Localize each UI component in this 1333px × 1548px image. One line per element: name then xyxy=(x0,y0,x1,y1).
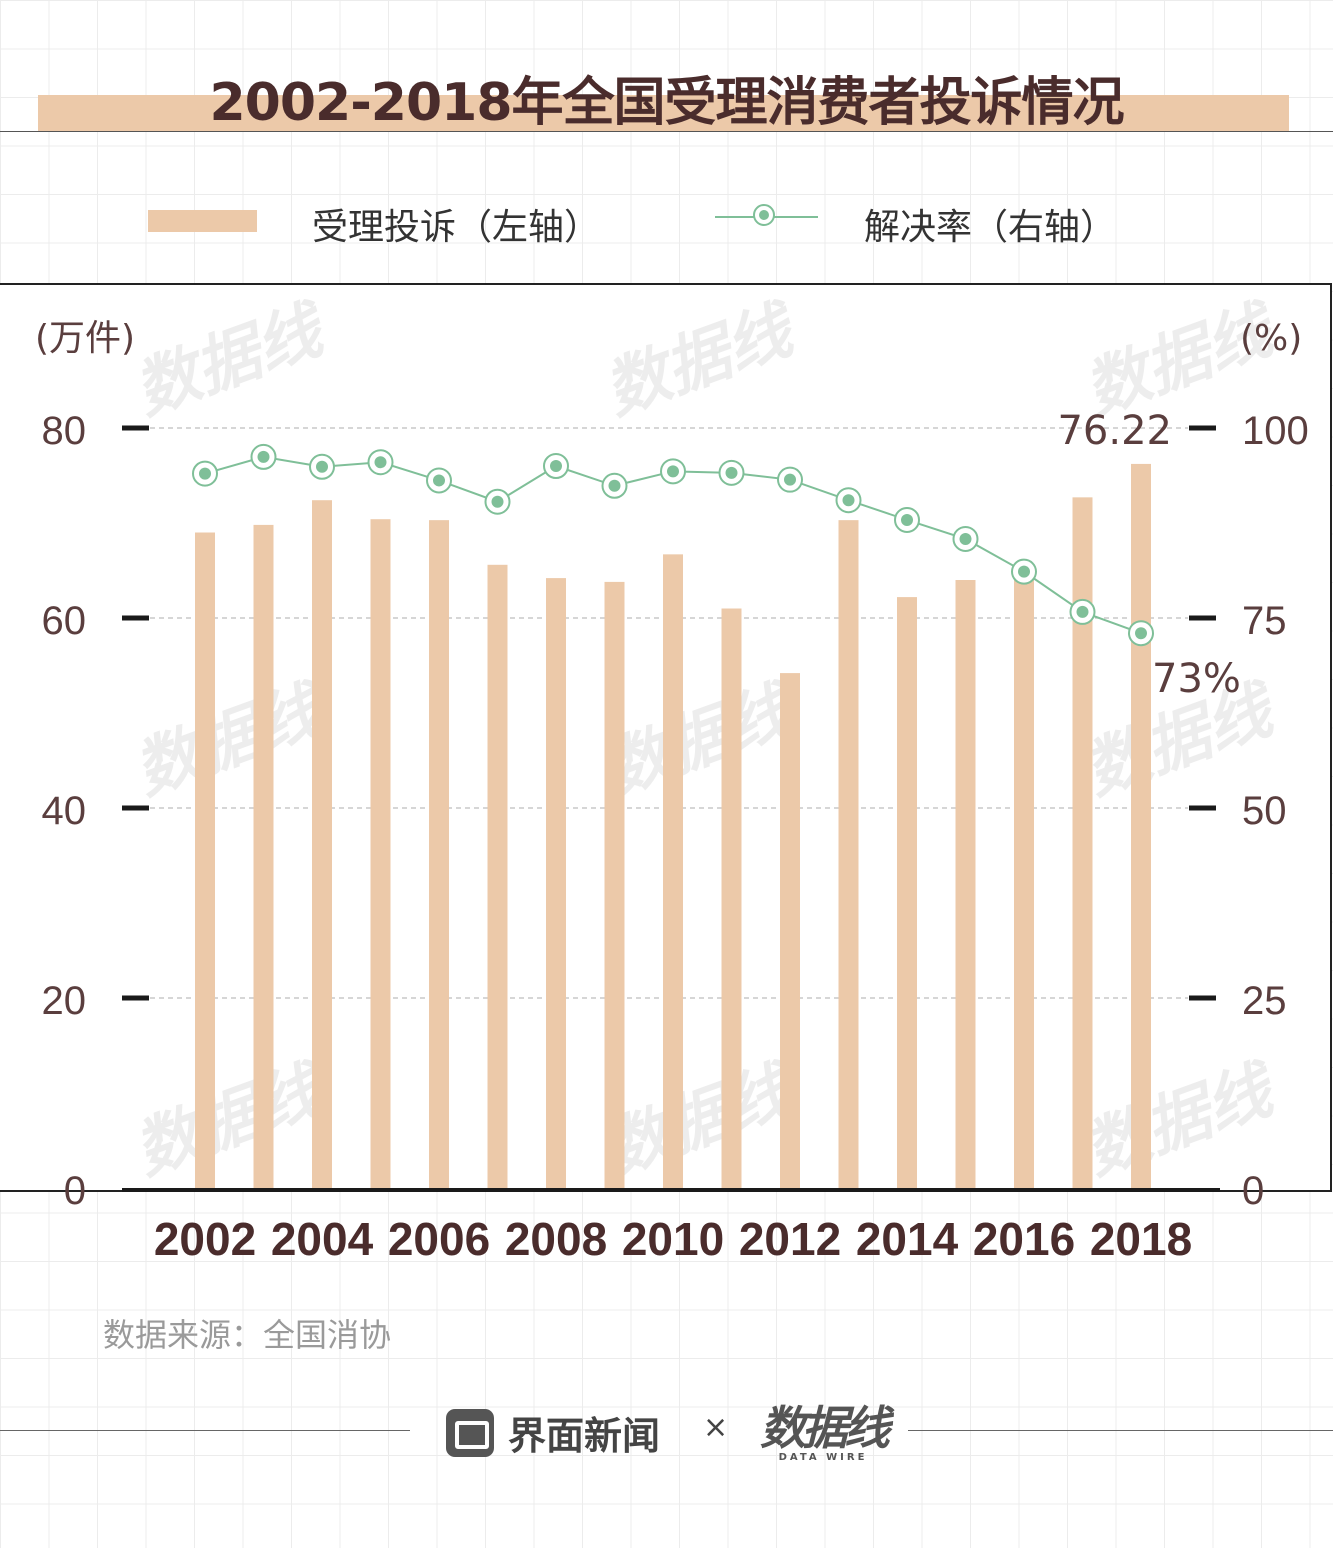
line-point xyxy=(491,495,504,508)
bar xyxy=(195,532,215,1188)
bar xyxy=(721,608,742,1188)
annotation-last-rate: 73% xyxy=(1152,656,1241,702)
line-point xyxy=(959,532,972,545)
x-tick-label: 2014 xyxy=(856,1213,959,1265)
bar xyxy=(429,520,449,1188)
right-tick-mark xyxy=(1189,425,1216,431)
bar xyxy=(897,597,917,1188)
line-point xyxy=(550,460,562,472)
bar xyxy=(663,554,683,1188)
line-point xyxy=(842,494,855,507)
line-point xyxy=(1018,565,1030,578)
datawire-logo: 数据线 xyxy=(760,1401,890,1455)
bar xyxy=(1131,463,1151,1188)
x-tick-label: 2008 xyxy=(505,1213,607,1265)
left-axis-unit: (万件) xyxy=(35,318,135,359)
brand-jiemian: 界面新闻 xyxy=(446,1405,660,1460)
line-point xyxy=(374,456,387,469)
line-point xyxy=(608,479,621,492)
legend-bar-label: 受理投诉（左轴） xyxy=(312,207,601,248)
bar xyxy=(1072,497,1093,1189)
line-point xyxy=(199,467,211,480)
legend-line-marker xyxy=(753,204,775,226)
legend-bar-swatch xyxy=(148,210,257,232)
brand-separator: × xyxy=(703,1410,729,1445)
data-source: 数据来源：全国消协 xyxy=(103,1316,392,1354)
x-tick-label: 2012 xyxy=(739,1213,841,1265)
right-tick-mark xyxy=(1189,615,1216,621)
bar xyxy=(546,578,566,1188)
line-point xyxy=(1076,605,1089,618)
jiemian-logo-icon xyxy=(446,1408,494,1457)
x-tick-label: 2004 xyxy=(271,1213,374,1265)
left-tick-label: 20 xyxy=(42,979,87,1023)
bar xyxy=(838,520,859,1188)
title-highlight-bar xyxy=(38,95,1289,131)
right-tick-label: 0 xyxy=(1242,1169,1264,1213)
right-axis-unit: (%) xyxy=(1240,318,1302,359)
left-tick-mark xyxy=(122,995,149,1001)
bar xyxy=(487,564,508,1188)
right-tick-mark xyxy=(1189,995,1216,1001)
x-axis-baseline xyxy=(122,1188,1220,1192)
line-point xyxy=(257,450,270,463)
bar xyxy=(955,580,976,1188)
brand-datawire: 数据线 DATA WIRE xyxy=(760,1392,890,1463)
left-tick-label: 40 xyxy=(42,789,87,833)
line-point xyxy=(433,474,445,487)
bar xyxy=(604,581,625,1188)
title-rule xyxy=(0,131,1333,132)
brand-jiemian-name: 界面新闻 xyxy=(508,1414,661,1458)
right-tick-label: 25 xyxy=(1242,979,1287,1023)
left-tick-mark xyxy=(122,805,149,811)
line-point xyxy=(667,465,679,478)
bar xyxy=(253,524,274,1188)
line-point xyxy=(1135,627,1147,640)
left-tick-mark xyxy=(122,615,149,621)
right-tick-label: 50 xyxy=(1242,789,1287,833)
chart-title: 2002-2018年全国受理消费者投诉情况 xyxy=(209,73,1124,133)
x-tick-label: 2010 xyxy=(622,1213,724,1265)
combo-chart: 0 0 20 25 40 50 60 75 80 100 (万件) (%) 76.22 73% 2002 20… xyxy=(35,318,1309,1265)
footer-rule-left xyxy=(0,1430,410,1431)
right-tick-label: 100 xyxy=(1242,409,1309,453)
line-point xyxy=(725,466,738,479)
left-tick-label: 60 xyxy=(42,599,87,643)
bar xyxy=(312,500,332,1188)
left-tick-label: 0 xyxy=(64,1169,86,1213)
x-tick-label: 2006 xyxy=(388,1213,490,1265)
bar xyxy=(370,519,391,1188)
line-point xyxy=(316,460,328,473)
legend-line-label: 解决率（右轴） xyxy=(864,207,1117,248)
x-tick-label: 2002 xyxy=(154,1213,256,1265)
footer-rule-right xyxy=(908,1430,1333,1431)
right-tick-mark xyxy=(1189,805,1216,811)
bar xyxy=(1014,567,1034,1188)
x-tick-label: 2018 xyxy=(1090,1213,1192,1265)
line-point xyxy=(784,473,796,486)
right-tick-label: 75 xyxy=(1242,599,1287,643)
x-tick-label: 2016 xyxy=(973,1213,1075,1265)
left-tick-mark xyxy=(122,425,149,431)
datawire-sub: DATA WIRE xyxy=(778,1452,868,1463)
line-point xyxy=(901,513,913,526)
bar xyxy=(780,673,800,1188)
left-tick-label: 80 xyxy=(42,409,87,453)
annotation-last-bar: 76.22 xyxy=(1057,408,1172,454)
